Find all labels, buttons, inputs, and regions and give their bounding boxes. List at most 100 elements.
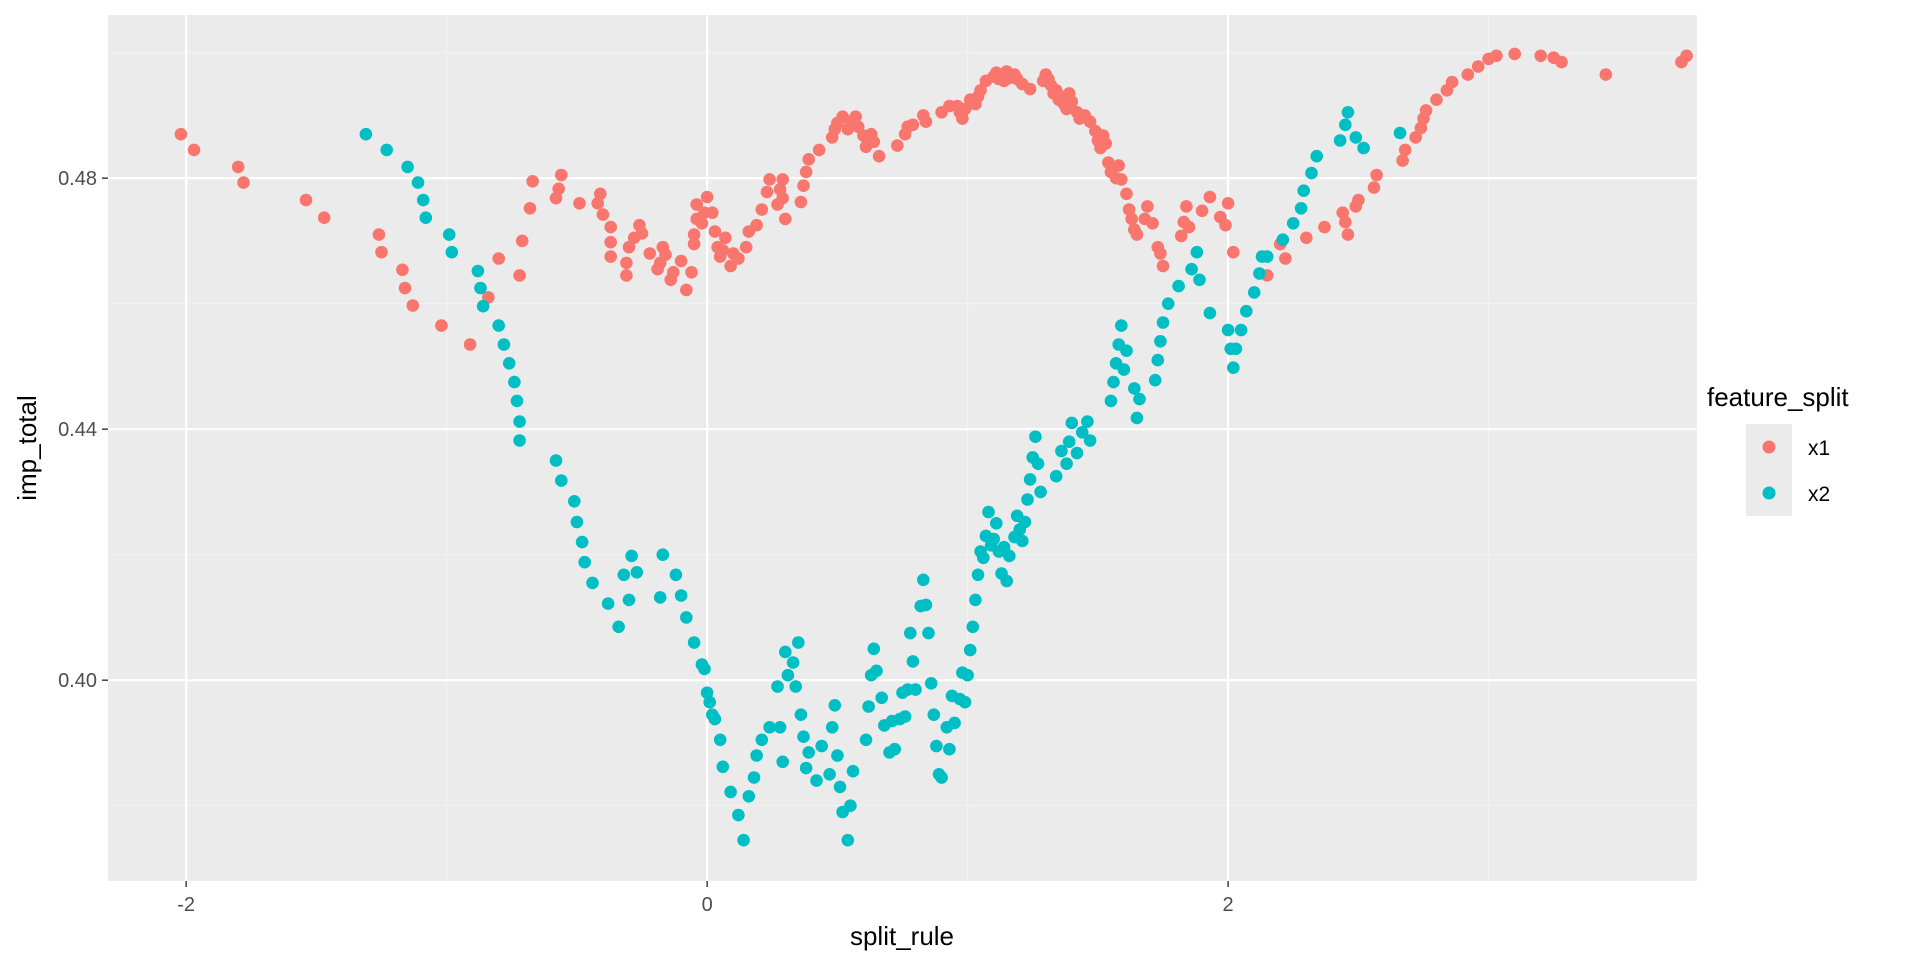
minor-gridlines bbox=[108, 15, 1697, 881]
point-x2 bbox=[411, 176, 425, 189]
point-x2 bbox=[888, 742, 901, 756]
point-x2 bbox=[1133, 392, 1146, 406]
point-x2 bbox=[799, 761, 813, 775]
point-x1 bbox=[1083, 115, 1097, 128]
point-x1 bbox=[724, 259, 737, 273]
point-x2 bbox=[1240, 304, 1253, 318]
point-x2 bbox=[935, 771, 948, 784]
point-x2 bbox=[825, 721, 839, 734]
x-axis-title: split_rule bbox=[850, 921, 954, 951]
point-x2 bbox=[708, 712, 722, 726]
point-x1 bbox=[1318, 220, 1331, 234]
point-x2 bbox=[680, 611, 693, 624]
point-x2 bbox=[977, 551, 990, 565]
point-x1 bbox=[552, 182, 565, 196]
point-x1 bbox=[643, 247, 657, 260]
point-x2 bbox=[1203, 306, 1217, 320]
point-x1 bbox=[513, 269, 526, 282]
point-x2 bbox=[1172, 279, 1185, 293]
point-x2 bbox=[1060, 457, 1073, 471]
point-x1 bbox=[515, 234, 529, 248]
point-x2 bbox=[568, 495, 581, 508]
point-x2 bbox=[846, 764, 860, 778]
point-x2 bbox=[755, 733, 769, 747]
point-x2 bbox=[1339, 118, 1352, 132]
point-x2 bbox=[601, 597, 615, 610]
point-x1 bbox=[1130, 228, 1144, 241]
point-x1 bbox=[396, 263, 409, 277]
y-tick-label: 0.44 bbox=[58, 419, 97, 441]
plot-panel bbox=[108, 15, 1697, 881]
point-x2 bbox=[513, 434, 526, 447]
point-x2 bbox=[1151, 353, 1165, 367]
point-x2 bbox=[713, 733, 727, 747]
point-x2 bbox=[859, 733, 873, 747]
point-x2 bbox=[1070, 446, 1084, 460]
point-x2 bbox=[1062, 435, 1076, 449]
point-x2 bbox=[656, 548, 670, 561]
point-x1 bbox=[1065, 95, 1079, 108]
point-x2 bbox=[1120, 344, 1133, 358]
point-x2 bbox=[1234, 323, 1248, 337]
point-x2 bbox=[943, 742, 956, 756]
point-x1 bbox=[680, 283, 693, 297]
x-tick-label: -2 bbox=[177, 894, 195, 916]
point-x2 bbox=[742, 790, 756, 803]
point-x1 bbox=[1180, 200, 1193, 213]
point-x1 bbox=[700, 190, 714, 204]
point-x1 bbox=[463, 338, 477, 351]
point-x2 bbox=[570, 515, 584, 529]
point-x2 bbox=[549, 454, 563, 467]
point-x2 bbox=[1065, 416, 1079, 430]
point-x2 bbox=[1393, 126, 1407, 140]
point-x2 bbox=[982, 505, 995, 519]
point-x1 bbox=[1182, 220, 1196, 234]
point-x2 bbox=[1021, 493, 1034, 506]
point-x2 bbox=[781, 668, 795, 682]
series-x2 bbox=[359, 106, 1407, 847]
point-x2 bbox=[1148, 373, 1162, 387]
point-x1 bbox=[1370, 168, 1383, 182]
point-x1 bbox=[1125, 212, 1138, 226]
y-axis-title: imp_total bbox=[12, 395, 42, 501]
point-x1 bbox=[690, 198, 703, 211]
point-x2 bbox=[1286, 217, 1300, 230]
point-x1 bbox=[687, 237, 701, 251]
point-x1 bbox=[1555, 55, 1568, 69]
point-x1 bbox=[1352, 193, 1365, 207]
point-x1 bbox=[755, 203, 769, 216]
point-x1 bbox=[919, 115, 933, 128]
point-x1 bbox=[237, 176, 250, 189]
point-x1 bbox=[604, 235, 617, 249]
y-axis: 0.40 0.44 0.48 bbox=[58, 168, 108, 692]
point-x2 bbox=[906, 655, 920, 668]
point-x2 bbox=[969, 593, 982, 607]
point-x1 bbox=[891, 139, 904, 152]
point-x1 bbox=[1141, 200, 1154, 213]
point-x2 bbox=[474, 281, 487, 295]
point-x1 bbox=[739, 240, 753, 254]
point-x2 bbox=[966, 620, 980, 634]
point-x2 bbox=[904, 626, 917, 640]
point-x2 bbox=[513, 415, 526, 428]
point-x2 bbox=[1193, 273, 1206, 287]
point-x2 bbox=[442, 228, 456, 241]
point-x1 bbox=[1409, 131, 1422, 144]
point-x2 bbox=[1018, 515, 1032, 529]
point-x1 bbox=[1680, 49, 1693, 63]
point-x2 bbox=[445, 245, 459, 259]
point-x2 bbox=[875, 691, 888, 705]
point-x2 bbox=[737, 833, 750, 847]
point-x2 bbox=[750, 749, 763, 762]
point-x2 bbox=[1349, 131, 1363, 144]
data-points bbox=[174, 47, 1693, 847]
point-x2 bbox=[1029, 430, 1042, 444]
point-x1 bbox=[667, 266, 680, 279]
point-x2 bbox=[990, 517, 1003, 530]
point-x1 bbox=[1174, 229, 1188, 243]
point-x1 bbox=[591, 197, 604, 210]
point-x1 bbox=[1534, 49, 1547, 63]
point-x1 bbox=[1445, 75, 1459, 89]
point-x2 bbox=[630, 566, 644, 579]
point-x1 bbox=[695, 217, 709, 230]
